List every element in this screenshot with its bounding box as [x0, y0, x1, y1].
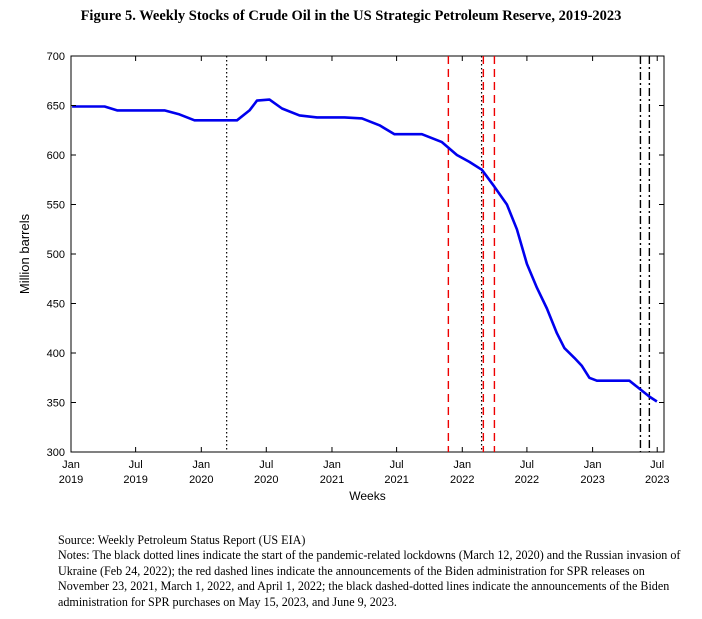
notes-text: Notes: The black dotted lines indicate t… — [58, 548, 681, 609]
x-tick-label-month: Jul — [390, 459, 404, 471]
x-axis-label: Weeks — [349, 489, 385, 503]
y-tick-label: 350 — [47, 398, 65, 410]
y-axis-label: Million barrels — [17, 213, 32, 294]
x-tick-label-year: 2022 — [515, 474, 539, 486]
x-tick-label-year: 2021 — [320, 474, 344, 486]
y-tick-label: 650 — [47, 101, 65, 113]
plot-frame — [70, 55, 665, 453]
x-tick-label-year: 2023 — [645, 474, 669, 486]
x-tick-label-year: 2019 — [123, 474, 147, 486]
x-tick-label-year: 2022 — [450, 474, 474, 486]
x-tick-label-year: 2020 — [254, 474, 278, 486]
x-tick-label-month: Jan — [192, 459, 210, 471]
notes-block: Source: Weekly Petroleum Status Report (… — [58, 533, 688, 610]
y-tick-label: 500 — [47, 249, 65, 261]
y-tick-label: 550 — [47, 200, 65, 212]
x-tick-label-month: Jul — [650, 459, 664, 471]
x-tick-label-month: Jul — [129, 459, 143, 471]
chart-title: Figure 5. Weekly Stocks of Crude Oil in … — [80, 8, 622, 24]
x-tick-label-month: Jul — [259, 459, 273, 471]
x-tick-label-month: Jan — [453, 459, 471, 471]
x-tick-label-year: 2021 — [384, 474, 408, 486]
x-tick-label-month: Jan — [584, 459, 602, 471]
x-tick-label-year: 2020 — [189, 474, 213, 486]
y-tick-label: 700 — [47, 51, 65, 63]
x-tick-label-month: Jul — [520, 459, 534, 471]
series-line-0 — [72, 98, 658, 403]
x-tick-label-month: Jan — [323, 459, 341, 471]
source-note: Source: Weekly Petroleum Status Report (… — [58, 533, 306, 547]
y-tick-label: 600 — [47, 150, 65, 162]
x-tick-label-year: 2019 — [59, 474, 83, 486]
y-tick-label: 400 — [47, 348, 65, 360]
x-tick-label-year: 2023 — [580, 474, 604, 486]
y-tick-label: 300 — [47, 447, 65, 459]
y-tick-label: 450 — [47, 299, 65, 311]
x-tick-label-month: Jan — [62, 459, 80, 471]
weekly-spr-stocks-chart: 300 350 400 450 500 550 600 650 700 Jan 2019 Jul 201… — [17, 51, 669, 503]
